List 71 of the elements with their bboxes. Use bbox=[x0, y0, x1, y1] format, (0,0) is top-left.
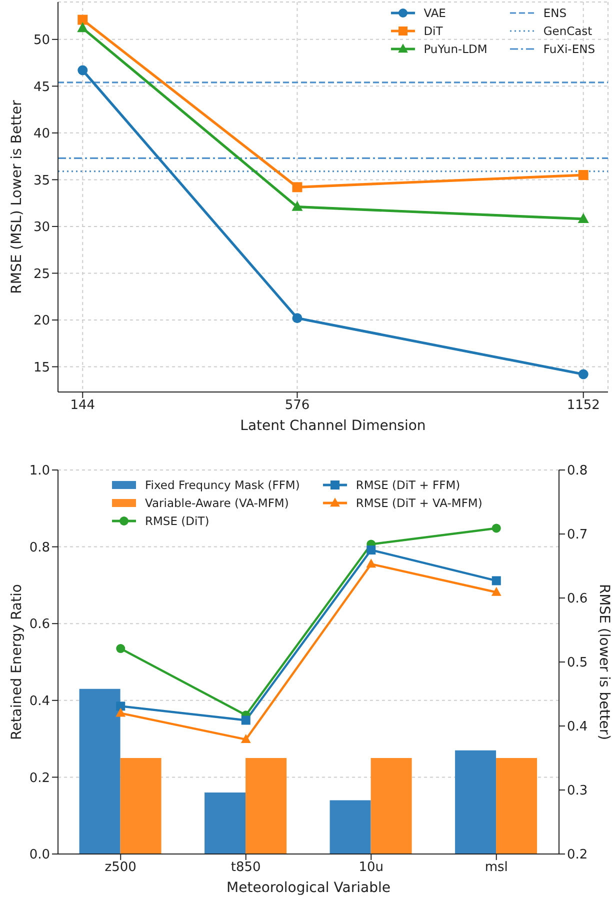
bar bbox=[120, 758, 162, 854]
bar bbox=[455, 750, 496, 854]
point bbox=[578, 369, 588, 380]
legend-label: RMSE (DiT + VA-MFM) bbox=[356, 496, 482, 510]
bar bbox=[79, 688, 120, 854]
y-tick-label: 40 bbox=[33, 126, 50, 142]
point bbox=[241, 716, 250, 725]
y-tick-label: 0.0 bbox=[29, 848, 50, 863]
y-axis-title: Retained Energy Ratio bbox=[8, 584, 25, 740]
point bbox=[78, 65, 88, 76]
legend-label: ENS bbox=[543, 6, 566, 20]
y-tick-label: 1.0 bbox=[29, 464, 50, 479]
legend-label: FuXi-ENS bbox=[543, 42, 595, 56]
y2-tick-label: 0.8 bbox=[567, 464, 588, 479]
legend-label: Fixed Frequncy Mask (FFM) bbox=[145, 478, 300, 492]
legend-label: RMSE (DiT + FFM) bbox=[356, 478, 460, 492]
bar bbox=[204, 792, 246, 854]
y2-tick-label: 0.2 bbox=[567, 848, 588, 863]
x-tick-label: msl bbox=[484, 860, 508, 876]
x-tick-label: 10u bbox=[358, 860, 384, 876]
point bbox=[77, 22, 88, 32]
legend-label: GenCast bbox=[543, 24, 592, 38]
point bbox=[492, 524, 501, 533]
point bbox=[491, 586, 502, 596]
point bbox=[292, 182, 302, 192]
legend-label: PuYun-LDM bbox=[424, 42, 488, 56]
y2-tick-label: 0.5 bbox=[567, 656, 588, 671]
point bbox=[240, 734, 251, 744]
point bbox=[366, 546, 376, 554]
point bbox=[292, 200, 303, 211]
point bbox=[292, 313, 302, 324]
point bbox=[116, 702, 126, 711]
x-axis-title: Latent Channel Dimension bbox=[240, 418, 426, 434]
y-tick-label: 20 bbox=[33, 314, 50, 329]
x-tick-label: z500 bbox=[104, 860, 136, 876]
legend-label: VAE bbox=[424, 6, 446, 20]
y2-tick-label: 0.3 bbox=[567, 784, 588, 799]
x-tick-label: 576 bbox=[284, 398, 310, 414]
legend-label: DiT bbox=[424, 24, 443, 38]
point bbox=[578, 170, 588, 180]
legend-label: RMSE (DiT) bbox=[145, 514, 210, 528]
x-tick-label: t850 bbox=[230, 860, 261, 876]
y2-tick-label: 0.4 bbox=[567, 720, 588, 735]
y2-tick-label: 0.7 bbox=[567, 528, 588, 543]
y-tick-label: 45 bbox=[33, 80, 50, 95]
bar bbox=[496, 758, 538, 854]
bar bbox=[370, 758, 412, 854]
y-tick-label: 15 bbox=[33, 360, 50, 376]
x-tick-label: 144 bbox=[70, 398, 96, 414]
point bbox=[78, 14, 88, 25]
y-tick-label: 50 bbox=[33, 33, 50, 48]
legend-label: Variable-Aware (VA-MFM) bbox=[145, 496, 289, 510]
y-tick-label: 35 bbox=[33, 173, 50, 188]
point bbox=[492, 576, 501, 586]
y2-axis-title: RMSE (lower is better) bbox=[596, 584, 612, 740]
y-tick-label: 0.4 bbox=[29, 694, 50, 710]
y-tick-label: 25 bbox=[33, 266, 50, 282]
point bbox=[116, 708, 126, 717]
y-tick-label: 0.2 bbox=[29, 770, 50, 786]
point bbox=[578, 212, 589, 223]
y-axis-title: RMSE (MSL) Lower is Better bbox=[8, 100, 25, 294]
y-tick-label: 30 bbox=[33, 220, 50, 236]
point bbox=[116, 644, 126, 654]
bar bbox=[246, 758, 287, 854]
y2-tick-label: 0.6 bbox=[567, 592, 588, 607]
bar bbox=[330, 800, 371, 854]
x-axis-title: Meteorological Variable bbox=[226, 880, 390, 896]
point bbox=[366, 558, 376, 568]
y-tick-label: 0.6 bbox=[29, 617, 50, 632]
y-tick-label: 0.8 bbox=[29, 540, 50, 556]
x-tick-label: 1152 bbox=[566, 398, 600, 414]
